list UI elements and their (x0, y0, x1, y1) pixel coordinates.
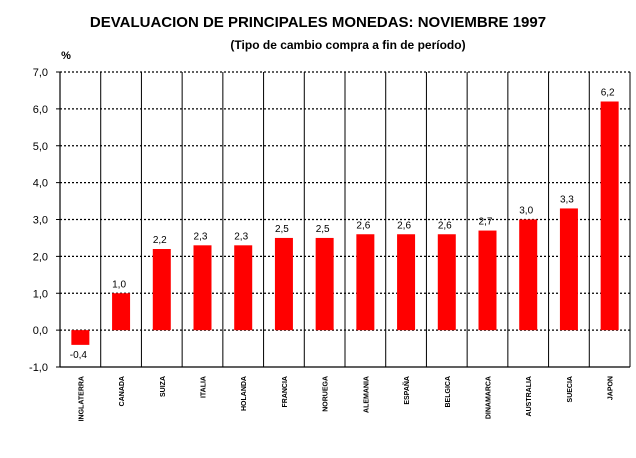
x-tick-label: NORUEGA (323, 376, 330, 412)
x-tick-label: INGLATERRA (78, 376, 85, 421)
bar-francia (274, 237, 293, 331)
x-tick-label: SUIZA (160, 376, 167, 397)
x-tick-label: HOLANDA (241, 376, 248, 411)
bar-value-label: 2,2 (153, 235, 167, 246)
bar-value-label: -0,4 (70, 350, 88, 361)
bar-value-label: 2,7 (479, 217, 493, 228)
x-tick-label: CANADA (119, 376, 126, 406)
bar-australia (519, 219, 538, 331)
bar-dinamarca (478, 230, 497, 331)
x-tick-label: FRANCIA (282, 376, 289, 408)
y-tick-label: 0,0 (33, 325, 48, 337)
bar-noruega (315, 237, 334, 331)
y-tick-label: -1,0 (29, 362, 48, 374)
y-tick-label: 5,0 (33, 141, 48, 153)
bar-japon (600, 101, 619, 331)
bar-value-label: 2,5 (316, 224, 330, 235)
bar-inglaterra (71, 330, 90, 345)
x-tick-label: DINAMARCA (486, 376, 493, 419)
bar-value-label: 2,6 (356, 220, 370, 231)
bar-españa (397, 234, 416, 331)
x-tick-label: AUSTRALIA (526, 376, 533, 416)
y-tick-label: 1,0 (33, 288, 48, 300)
y-tick-label: 4,0 (33, 178, 48, 190)
bar-value-label: 2,6 (397, 220, 411, 231)
bar-value-label: 6,2 (601, 88, 615, 99)
bar-suiza (152, 249, 171, 331)
bar-value-label: 3,3 (560, 194, 574, 205)
bar-value-label: 2,3 (234, 231, 248, 242)
y-tick-label: 7,0 (33, 67, 48, 79)
x-tick-label: JAPON (608, 376, 615, 400)
bar-value-label: 2,3 (194, 231, 208, 242)
axes (56, 71, 630, 368)
bar-value-label: 3,0 (519, 206, 533, 217)
bar-alemania (356, 234, 375, 331)
bar-value-label: 1,0 (112, 279, 126, 290)
y-tick-label: 6,0 (33, 104, 48, 116)
bar-suecia (559, 208, 578, 331)
chart-subtitle: (Tipo de cambio compra a fin de período) (230, 38, 466, 52)
x-tick-label: ITALIA (201, 376, 208, 398)
bar-canada (112, 293, 131, 331)
bar-value-label: 2,5 (275, 224, 289, 235)
bars (71, 101, 619, 345)
bar-value-label: 2,6 (438, 220, 452, 231)
x-tick-label: ALEMANIA (363, 376, 370, 413)
x-tick-label: ESPAÑA (402, 376, 411, 405)
bar-holanda (234, 245, 253, 331)
chart-title: DEVALUACION DE PRINCIPALES MONEDAS: NOVI… (89, 14, 547, 31)
y-axis-label: % (61, 50, 71, 62)
y-tick-label: 3,0 (33, 215, 48, 227)
bar-belgica (437, 234, 456, 331)
y-tick-label: 2,0 (33, 251, 48, 263)
labels: -1,0 0,0 1,0 2,0 3,0 4,0 5,0 6,0 7,0% -0,4 INGLATE… (29, 50, 615, 421)
x-tick-label: SUECIA (567, 376, 574, 402)
gridlines (60, 71, 631, 367)
bar-italia (193, 245, 212, 331)
x-tick-label: BELGICA (445, 376, 452, 408)
